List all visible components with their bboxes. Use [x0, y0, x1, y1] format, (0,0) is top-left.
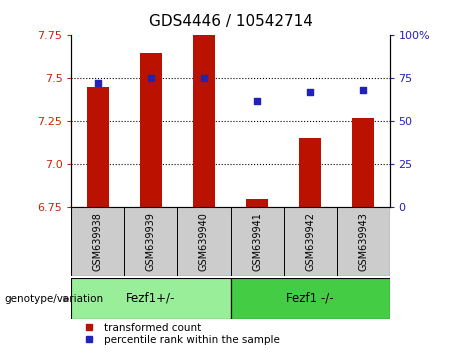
Text: Fezf1+/-: Fezf1+/-: [126, 292, 176, 305]
Bar: [299, 138, 320, 207]
Bar: [71, 278, 230, 319]
Bar: [193, 35, 214, 207]
Bar: [140, 52, 161, 207]
Text: Fezf1 -/-: Fezf1 -/-: [286, 292, 334, 305]
Bar: [87, 87, 108, 207]
Text: GSM639943: GSM639943: [358, 212, 368, 271]
Text: GSM639940: GSM639940: [199, 212, 209, 271]
Text: GSM639939: GSM639939: [146, 212, 156, 271]
Text: GSM639938: GSM639938: [93, 212, 103, 271]
Point: [306, 89, 313, 95]
Point: [254, 98, 261, 103]
Text: genotype/variation: genotype/variation: [5, 294, 104, 304]
Point: [148, 75, 155, 81]
Text: GDS4446 / 10542714: GDS4446 / 10542714: [148, 14, 313, 29]
Bar: [246, 199, 267, 207]
Bar: [352, 118, 373, 207]
Point: [359, 87, 366, 93]
Bar: [230, 278, 390, 319]
Text: GSM639941: GSM639941: [252, 212, 262, 271]
Legend: transformed count, percentile rank within the sample: transformed count, percentile rank withi…: [74, 318, 284, 349]
Point: [200, 75, 207, 81]
Text: GSM639942: GSM639942: [305, 212, 315, 271]
Point: [94, 81, 101, 86]
